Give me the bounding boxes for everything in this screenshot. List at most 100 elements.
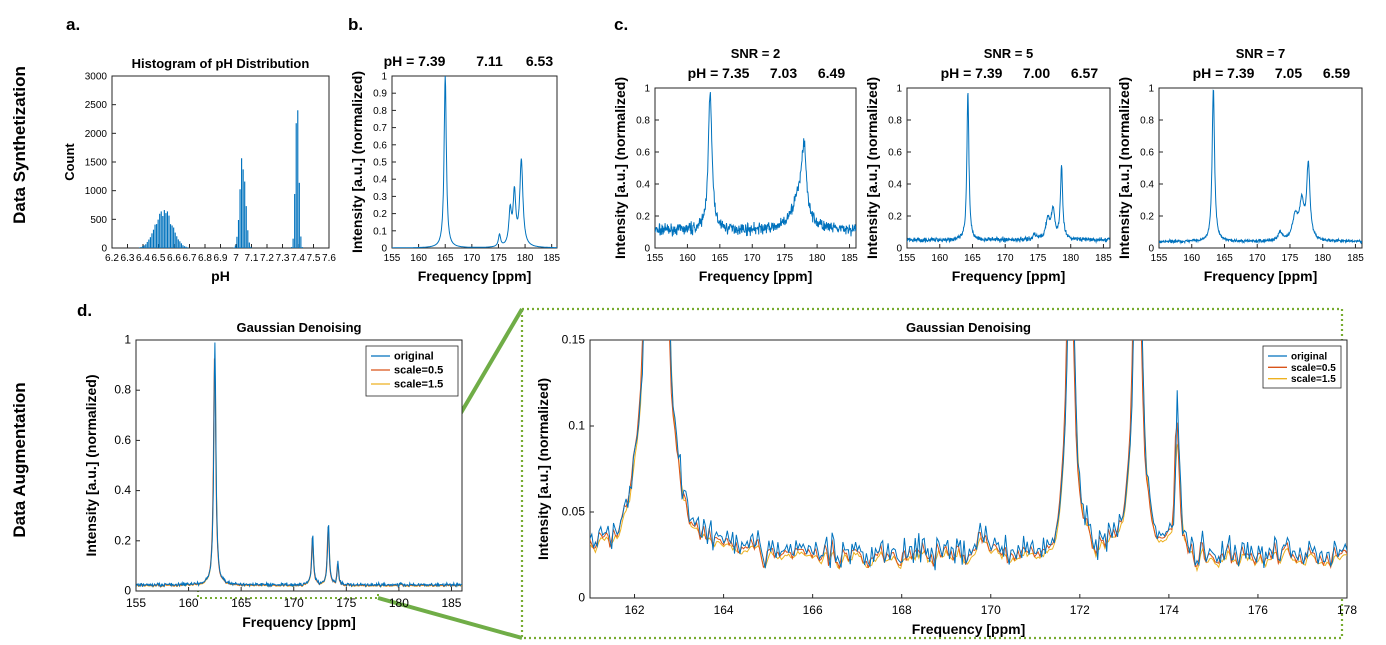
series-line (907, 92, 1110, 244)
y-tick-label: 0.4 (373, 175, 387, 186)
ph-annotation: pH = 7.35 (688, 65, 750, 81)
histogram-bar (295, 123, 297, 248)
y-tick-label: 0.3 (373, 192, 387, 203)
histogram-bar (241, 158, 243, 248)
y-tick-label: 0.2 (114, 533, 131, 547)
x-tick-label: 7 (233, 253, 239, 264)
y-tick-label: 2000 (85, 129, 108, 140)
x-tick-label: 185 (1095, 253, 1112, 264)
histogram-bar (239, 189, 241, 248)
legend-entry: original (1291, 352, 1327, 363)
histogram-bar (179, 241, 181, 248)
histogram-bar (183, 246, 186, 248)
x-tick-label: 175 (336, 596, 356, 610)
y-tick-label: 0.4 (1140, 180, 1154, 191)
series-line (590, 340, 1347, 571)
legend: original scale=0.5 scale=1.5 (365, 345, 459, 397)
legend-entry: scale=0.5 (394, 365, 443, 377)
y-axis-label: Intensity [a.u.] (normalized) (349, 71, 365, 253)
histogram-bar (145, 244, 147, 248)
panel-letter-a: a. (66, 15, 80, 34)
x-tick-label: 160 (410, 253, 427, 264)
y-tick-label: 1 (381, 72, 387, 83)
row-label-augmentation: Data Augmentation (10, 382, 29, 537)
y-tick-label: 0.2 (636, 212, 650, 223)
x-tick-label: 178 (1337, 603, 1357, 617)
x-tick-label: 6.9 (214, 253, 228, 264)
panel-letter-b: b. (348, 15, 363, 34)
histogram-bar (244, 181, 246, 248)
y-tick-label: 0.8 (114, 383, 131, 397)
row-label-synthetization: Data Synthetization (10, 66, 29, 224)
legend-entry: scale=0.5 (1291, 363, 1336, 374)
ph-annotation: pH = 7.39 (1193, 65, 1255, 81)
x-tick-label: 164 (714, 603, 734, 617)
x-tick-label: 175 (490, 253, 507, 264)
histogram-bar (177, 239, 179, 248)
x-tick-label: 155 (126, 596, 146, 610)
histogram-bar (157, 219, 159, 248)
x-tick-label: 185 (441, 596, 461, 610)
x-tick-label: 168 (892, 603, 912, 617)
plot-frame-c1 (654, 87, 857, 249)
x-tick-label: 175 (1282, 253, 1299, 264)
histogram-bar (187, 247, 189, 248)
x-tick-label: 172 (1070, 603, 1090, 617)
histogram-bar (300, 236, 302, 248)
y-tick-label: 0.8 (636, 116, 650, 127)
y-tick-label: 0.1 (568, 419, 585, 433)
zoom-target-box (520, 307, 1344, 640)
x-tick-label: 160 (179, 596, 199, 610)
x-tick-label: 165 (964, 253, 981, 264)
x-axis-label: Frequency [ppm] (912, 621, 1026, 637)
series-line (655, 92, 856, 237)
histogram-bar (163, 210, 165, 248)
y-tick-label: 0.6 (636, 148, 650, 159)
y-axis-label: Intensity [a.u.] (normalized) (612, 77, 628, 259)
y-axis-label: Count (62, 143, 77, 181)
legend-box (365, 345, 459, 397)
y-tick-label: 1000 (85, 186, 108, 197)
chart-b: 155 160 165 170 175 180 185 0 0.1 0.2 0.3 0.4 0.5 0.6… (349, 53, 560, 284)
histogram-bar (185, 246, 187, 248)
x-axis-label: pH (211, 268, 230, 284)
x-tick-label: 155 (384, 253, 401, 264)
ph-annotation: 7.03 (770, 65, 797, 81)
y-tick-label: 0.6 (888, 148, 902, 159)
x-tick-label: 7.4 (291, 253, 305, 264)
x-tick-label: 6.4 (136, 253, 150, 264)
x-tick-label: 7.1 (245, 253, 259, 264)
histogram-bar (247, 230, 249, 248)
y-tick-label: 1 (644, 84, 650, 95)
histogram-bar (237, 219, 240, 248)
y-tick-label: 1 (1148, 84, 1154, 95)
plot-frame-c2 (906, 87, 1111, 249)
ph-annotation: 6.49 (818, 65, 845, 81)
y-tick-label: 0.05 (562, 505, 586, 519)
histogram-bar (301, 247, 303, 248)
histogram-bar (152, 229, 155, 248)
x-tick-label: 180 (517, 253, 534, 264)
y-tick-label: 0.8 (1140, 116, 1154, 127)
histogram-bar (176, 236, 178, 248)
x-tick-label: 160 (931, 253, 948, 264)
histogram-bar (162, 216, 164, 248)
histogram-bar (168, 215, 170, 248)
chart-c3: 155 160 165 170 175 180 185 0 0.2 0.4 0.6 0.8 1 Frequ… (1116, 46, 1364, 284)
x-tick-label: 170 (284, 596, 304, 610)
x-tick-label: 6.7 (183, 253, 197, 264)
y-axis-label: Intensity [a.u.] (normalized) (1116, 77, 1132, 259)
y-tick-label: 0.15 (562, 333, 586, 347)
histogram-bar (148, 239, 150, 248)
chart-title: SNR = 2 (731, 46, 781, 61)
histogram-bar (298, 182, 300, 248)
histogram-bar (142, 246, 144, 248)
histogram-bar (160, 211, 162, 248)
x-tick-label: 7.3 (276, 253, 290, 264)
chart-title: Gaussian Denoising (906, 320, 1031, 335)
histogram-bar (154, 224, 156, 248)
y-tick-label: 500 (90, 215, 107, 226)
y-tick-label: 0.9 (373, 89, 387, 100)
y-tick-label: 0 (124, 584, 131, 598)
